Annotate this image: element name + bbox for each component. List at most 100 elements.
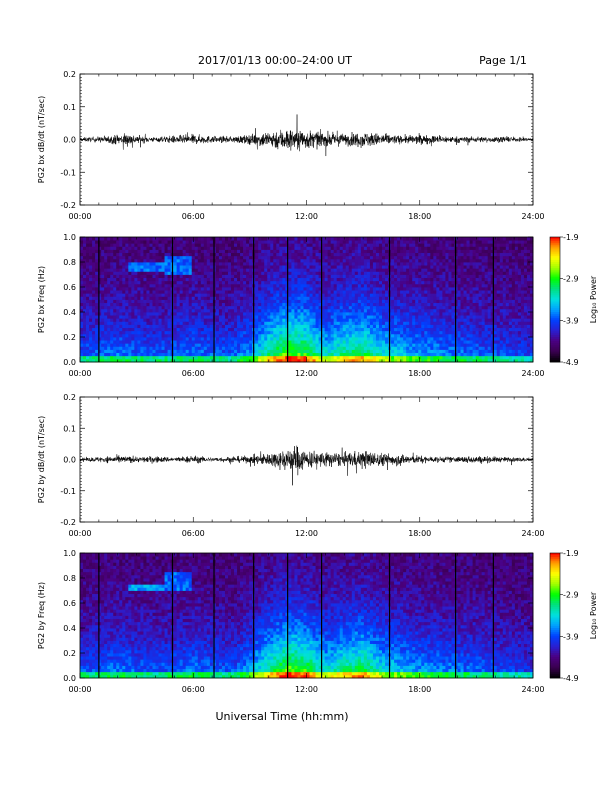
spectrogram-cell bbox=[439, 334, 442, 338]
spectrogram-cell bbox=[361, 237, 364, 241]
spectrogram-cell bbox=[403, 350, 406, 354]
spectrogram-cell bbox=[119, 328, 122, 332]
spectrogram-cell bbox=[367, 350, 370, 354]
spectrogram-cell bbox=[152, 271, 155, 275]
spectrogram-cell bbox=[89, 340, 92, 344]
spectrogram-cell bbox=[418, 343, 421, 347]
spectrogram-cell bbox=[116, 256, 119, 260]
spectrogram-cell bbox=[433, 300, 436, 304]
spectrogram-cell bbox=[189, 290, 192, 294]
spectrogram-cell bbox=[204, 350, 207, 354]
spectrogram-cell bbox=[131, 256, 134, 260]
y-axis-label: PG2 bx dB/dt (nT/sec) bbox=[37, 96, 46, 183]
spectrogram-cell bbox=[234, 346, 237, 350]
spectrogram-cell bbox=[137, 346, 140, 350]
spectrogram-cell bbox=[143, 315, 146, 319]
spectrogram-cell bbox=[149, 253, 152, 257]
spectrogram-cell bbox=[225, 331, 228, 335]
spectrogram-cell bbox=[279, 331, 282, 335]
spectrogram-cell bbox=[237, 325, 240, 329]
spectrogram-cell bbox=[237, 353, 240, 357]
spectrogram-cell bbox=[343, 325, 346, 329]
spectrogram-cell bbox=[430, 262, 433, 266]
spectrogram-cell bbox=[234, 343, 237, 347]
spectrogram-cell bbox=[113, 353, 116, 357]
spectrogram-cell bbox=[113, 275, 116, 279]
spectrogram-cell bbox=[412, 303, 415, 307]
spectrogram-cell bbox=[156, 243, 159, 247]
spectrogram-cell bbox=[340, 237, 343, 241]
spectrogram-cell bbox=[400, 253, 403, 257]
spectrogram-cell bbox=[394, 340, 397, 344]
spectrogram-cell bbox=[174, 331, 177, 335]
spectrogram-cell bbox=[391, 300, 394, 304]
spectrogram-cell bbox=[303, 256, 306, 260]
spectrogram-cell bbox=[391, 296, 394, 300]
spectrogram-cell bbox=[180, 296, 183, 300]
spectrogram-cell bbox=[297, 328, 300, 332]
spectrogram-cell bbox=[122, 256, 125, 260]
spectrogram-cell bbox=[270, 284, 273, 288]
spectrogram-cell bbox=[134, 312, 137, 316]
spectrogram-cell bbox=[297, 262, 300, 266]
spectrogram-cell bbox=[270, 256, 273, 260]
spectrogram-cell bbox=[210, 303, 213, 307]
spectrogram-cell bbox=[195, 325, 198, 329]
spectrogram-cell bbox=[264, 321, 267, 325]
spectrogram-cell bbox=[92, 243, 95, 247]
spectrogram-cell bbox=[412, 246, 415, 250]
spectrogram-cell bbox=[379, 256, 382, 260]
spectrogram-cell bbox=[189, 271, 192, 275]
spectrogram-cell bbox=[349, 325, 352, 329]
spectrogram-cell bbox=[282, 350, 285, 354]
spectrogram-cell bbox=[258, 240, 261, 244]
spectrogram-cell bbox=[192, 275, 195, 279]
spectrogram-cell bbox=[412, 237, 415, 241]
spectrogram-cell bbox=[159, 259, 162, 263]
spectrogram-cell bbox=[116, 250, 119, 254]
spectrogram-cell bbox=[255, 350, 258, 354]
spectrogram-cell bbox=[385, 353, 388, 357]
spectrogram-cell bbox=[192, 253, 195, 257]
spectrogram-cell bbox=[294, 353, 297, 357]
spectrogram-cell bbox=[442, 250, 445, 254]
spectrogram-cell bbox=[255, 356, 258, 360]
spectrogram-cell bbox=[219, 275, 222, 279]
spectrogram-cell bbox=[291, 253, 294, 257]
spectrogram-cell bbox=[391, 237, 394, 241]
spectrogram-cell bbox=[222, 253, 225, 257]
spectrogram-cell bbox=[361, 300, 364, 304]
spectrogram-cell bbox=[240, 275, 243, 279]
spectrogram-cell bbox=[86, 321, 89, 325]
spectrogram-cell bbox=[95, 337, 98, 341]
spectrogram-cell bbox=[349, 237, 352, 241]
spectrogram-cell bbox=[379, 243, 382, 247]
spectrogram-cell bbox=[379, 246, 382, 250]
spectrogram-cell bbox=[216, 303, 219, 307]
spectrogram-cell bbox=[177, 256, 180, 260]
spectrogram-cell bbox=[183, 240, 186, 244]
spectrogram-cell bbox=[358, 315, 361, 319]
spectrogram-cell bbox=[340, 290, 343, 294]
spectrogram-cell bbox=[104, 343, 107, 347]
spectrogram-cell bbox=[412, 284, 415, 288]
spectrogram-cell bbox=[406, 340, 409, 344]
spectrogram-cell bbox=[355, 321, 358, 325]
spectrogram-cell bbox=[337, 287, 340, 291]
spectrogram-cell bbox=[261, 346, 264, 350]
spectrogram-cell bbox=[276, 309, 279, 313]
spectrogram-cell bbox=[313, 275, 316, 279]
spectrogram-cell bbox=[204, 356, 207, 360]
spectrogram-cell bbox=[162, 253, 165, 257]
spectrogram-cell bbox=[237, 312, 240, 316]
spectrogram-cell bbox=[122, 284, 125, 288]
spectrogram-cell bbox=[146, 337, 149, 341]
spectrogram-cell bbox=[113, 240, 116, 244]
spectrogram-cell bbox=[249, 246, 252, 250]
spectrogram-cell bbox=[325, 353, 328, 357]
spectrogram-cell bbox=[207, 265, 210, 269]
spectrogram-cell bbox=[174, 309, 177, 313]
spectrogram-cell bbox=[180, 309, 183, 313]
spectrogram-cell bbox=[225, 268, 228, 272]
spectrogram-cell bbox=[436, 284, 439, 288]
